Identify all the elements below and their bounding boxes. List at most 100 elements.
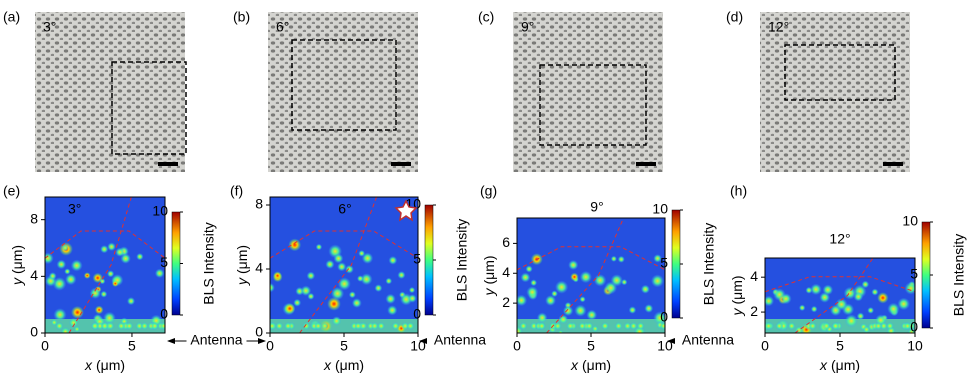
spot (48, 272, 57, 280)
spot (579, 296, 586, 303)
domain-line (546, 218, 625, 333)
spot (100, 322, 109, 330)
spot (659, 322, 665, 330)
scale-bar (883, 162, 903, 166)
spot (337, 262, 347, 272)
panel-label: (h) (730, 183, 747, 199)
spot (100, 245, 109, 254)
spot (871, 288, 879, 296)
y-unit: (μm) (234, 245, 250, 274)
x-tick-label: 5 (340, 338, 348, 354)
panel-label: (a) (3, 9, 20, 25)
cbar-tick-label: 10 (902, 213, 918, 229)
y-unit: (μm) (9, 245, 25, 274)
cbar-tick-label: 10 (152, 203, 168, 219)
colorbar (671, 209, 681, 319)
spot (325, 259, 335, 269)
spot (111, 280, 119, 287)
spot (765, 322, 773, 330)
spot (835, 298, 848, 311)
spot (519, 322, 528, 330)
spot (877, 292, 889, 304)
spot (360, 273, 373, 286)
spot (273, 271, 282, 281)
spot (897, 297, 911, 311)
spot (557, 329, 564, 333)
colorbar (424, 204, 434, 316)
x-unit: (μm) (335, 357, 364, 373)
y-axis-label: y (μm) (234, 245, 250, 286)
x-tick-label: 10 (410, 338, 426, 354)
spot (115, 247, 125, 257)
spot (780, 293, 792, 305)
cbar-tick-label: 5 (660, 255, 668, 271)
spot (862, 325, 871, 333)
x-var: x (323, 357, 332, 373)
cbar-label: BLS Intensity (454, 219, 470, 302)
dashed-box (539, 64, 647, 146)
spot (270, 282, 275, 293)
spot (798, 304, 806, 312)
spot (55, 322, 64, 330)
spot (530, 279, 538, 287)
spot (90, 322, 99, 330)
spot (89, 287, 101, 299)
x-unit: (μm) (96, 357, 125, 373)
spot (300, 285, 312, 297)
spot (787, 322, 796, 330)
colorbar (171, 211, 181, 316)
spot (520, 272, 531, 283)
panel-label: (g) (480, 183, 497, 199)
domain-line (45, 230, 165, 259)
spot (136, 253, 144, 261)
spot (874, 322, 883, 330)
cbar-tick-label: 0 (910, 319, 918, 335)
spot (861, 280, 870, 289)
spot (591, 325, 599, 333)
spot (610, 255, 617, 262)
spot (73, 326, 81, 333)
domain-line (765, 276, 915, 293)
angle-label: 12° (829, 231, 850, 247)
spot (270, 322, 276, 330)
spot (70, 259, 83, 272)
micrograph (513, 12, 663, 172)
panel-label: (b) (233, 9, 250, 25)
y-tick-label: 2 (502, 294, 510, 310)
spot (159, 322, 165, 330)
spot (391, 322, 400, 330)
panel-label: (c) (478, 9, 494, 25)
spot (570, 272, 579, 282)
spot (810, 283, 822, 296)
spot (53, 308, 67, 322)
y-tick-label: 0 (30, 324, 38, 340)
spot (554, 280, 569, 294)
micrograph (35, 12, 185, 172)
spot (822, 322, 831, 330)
spot (56, 259, 67, 270)
x-tick-label: 5 (128, 338, 136, 354)
spot (388, 255, 398, 265)
spot (71, 305, 84, 319)
spot (601, 322, 610, 330)
y-unit: (μm) (481, 255, 497, 284)
spot (407, 294, 417, 303)
spot (578, 322, 587, 330)
cbar-tick-label: 5 (160, 254, 168, 270)
y-axis-label: y (μm) (9, 245, 25, 286)
spot (284, 303, 296, 314)
spot (775, 322, 784, 330)
spot (562, 305, 574, 317)
y-unit: (μm) (729, 275, 745, 304)
spot (354, 322, 363, 330)
spot (351, 298, 362, 308)
spot (361, 252, 374, 264)
cbar-label: BLS Intensity (701, 223, 717, 306)
y-tick-label: 6 (502, 234, 510, 250)
x-tick-label: 0 (41, 338, 49, 354)
spot (293, 298, 302, 307)
scale-bar (158, 162, 178, 166)
spot (333, 253, 344, 264)
antenna-label: Antenna (190, 332, 242, 348)
spot (628, 306, 637, 314)
